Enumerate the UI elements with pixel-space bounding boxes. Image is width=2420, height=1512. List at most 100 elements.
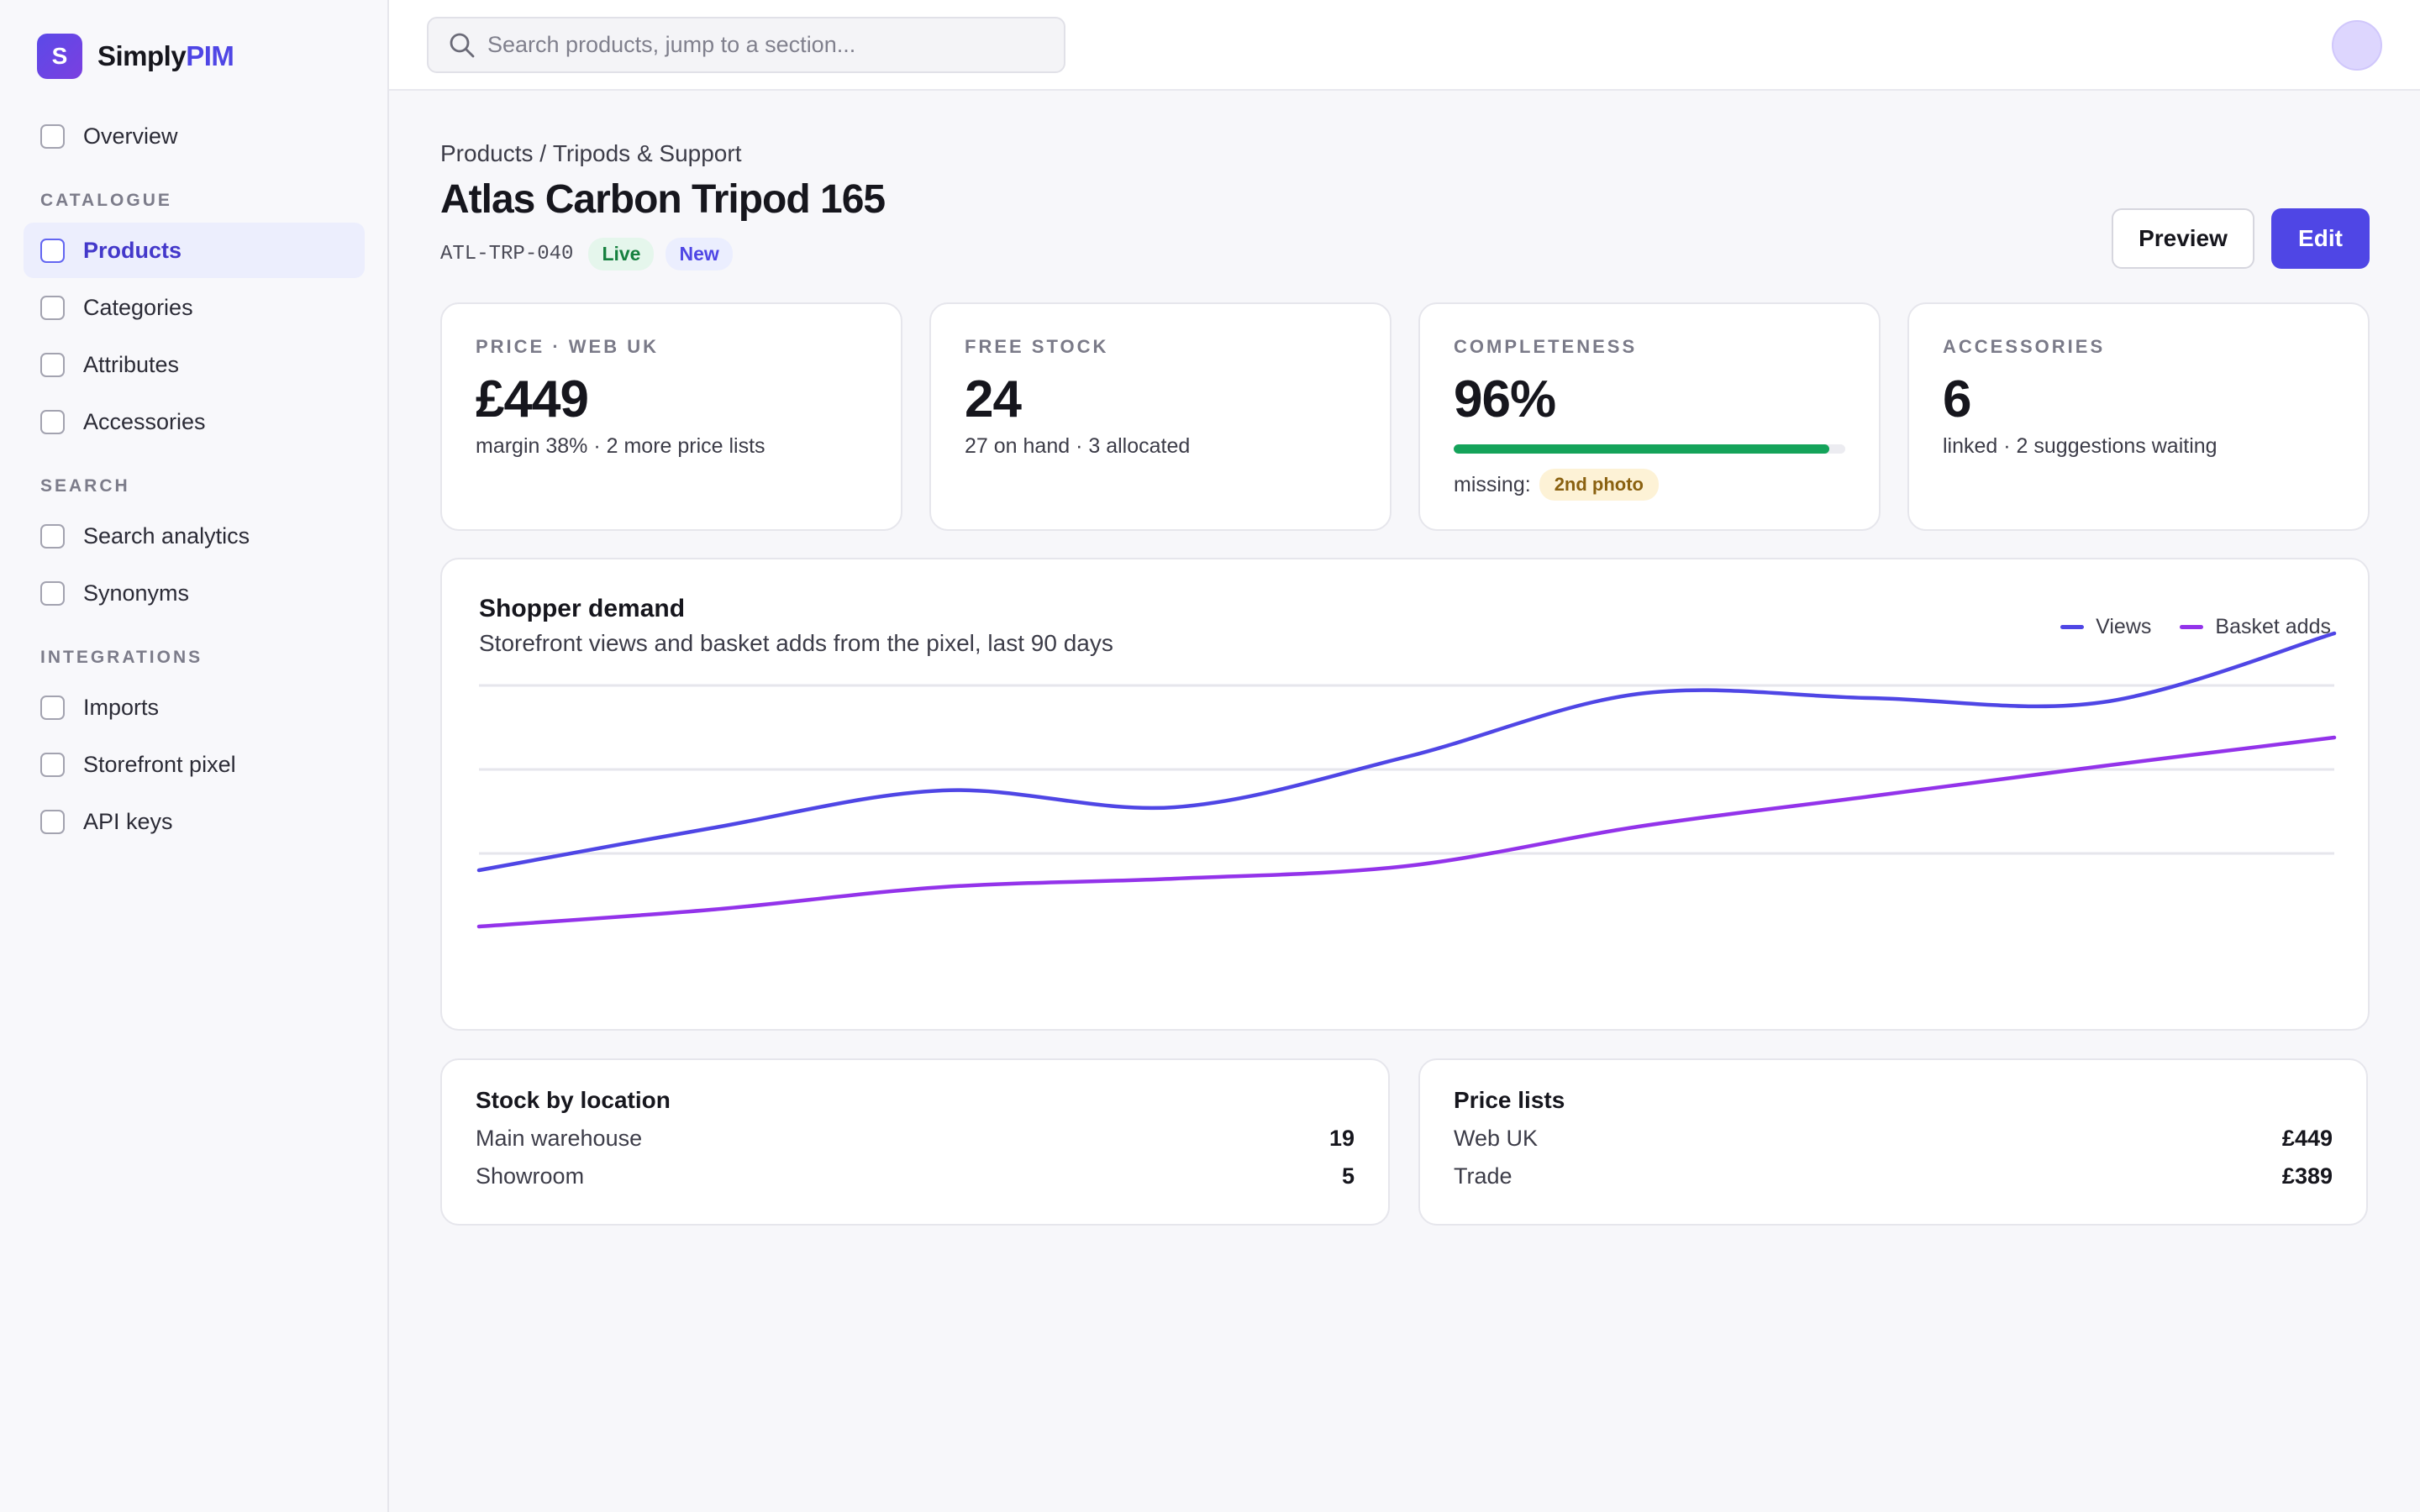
stat-label: ACCESSORIES bbox=[1943, 336, 2106, 357]
brand-name-plain: Simply bbox=[97, 40, 187, 71]
shopper-demand-card: Shopper demand Storefront views and bask… bbox=[440, 558, 2370, 1031]
sidebar-item-accessories[interactable]: Accessories bbox=[24, 394, 365, 449]
stat-label: COMPLETENESS bbox=[1454, 336, 1638, 357]
sidebar-item-storefront-pixel[interactable]: Storefront pixel bbox=[24, 737, 365, 792]
brand-logo-icon: S bbox=[37, 34, 82, 79]
sidebar-item-label: Attributes bbox=[83, 351, 180, 377]
stat-label: FREE STOCK bbox=[965, 336, 1109, 357]
stat-subtext: linked · 2 suggestions waiting bbox=[1943, 434, 2217, 458]
breadcrumb-products-link[interactable]: Products bbox=[440, 140, 534, 166]
search-input[interactable] bbox=[487, 32, 1042, 58]
sidebar: S SimplyPIM Overview CATALOGUE Products … bbox=[0, 0, 389, 1512]
product-meta: ATL-TRP-040 Live New bbox=[440, 238, 744, 270]
shopper-demand-chart bbox=[476, 631, 2337, 929]
accessories-icon bbox=[40, 409, 65, 434]
sidebar-item-products[interactable]: Products bbox=[24, 223, 365, 278]
stat-label: PRICE · WEB UK bbox=[476, 336, 659, 357]
location-value: 5 bbox=[1341, 1163, 1355, 1189]
stat-card-free-stock: FREE STOCK 24 27 on hand · 3 allocated bbox=[929, 302, 1392, 531]
breadcrumb: Products / Tripods & Support bbox=[440, 140, 741, 167]
edit-button[interactable]: Edit bbox=[2271, 208, 2370, 269]
sidebar-item-label: Search analytics bbox=[83, 522, 250, 549]
legend-item-views: Views bbox=[2060, 615, 2151, 639]
series-line-basket-adds bbox=[476, 735, 2337, 929]
api-keys-icon bbox=[40, 809, 65, 834]
preview-button[interactable]: Preview bbox=[2112, 208, 2254, 269]
search-analytics-icon bbox=[40, 523, 65, 549]
list-item: Trade £389 bbox=[1454, 1163, 2333, 1189]
sidebar-item-label: Accessories bbox=[83, 408, 206, 434]
missing-label: missing: bbox=[1454, 472, 1531, 496]
sidebar-item-label: API keys bbox=[83, 808, 173, 834]
price-list-label: Trade bbox=[1454, 1163, 1512, 1189]
sidebar-item-imports[interactable]: Imports bbox=[24, 680, 365, 735]
sidebar-section-catalogue: CATALOGUE bbox=[40, 191, 172, 210]
products-icon bbox=[40, 238, 65, 263]
completeness-progress-bar bbox=[1454, 444, 1845, 454]
location-label: Showroom bbox=[476, 1163, 585, 1189]
product-sku: ATL-TRP-040 bbox=[440, 243, 574, 265]
list-item: Showroom 5 bbox=[476, 1163, 1355, 1189]
stat-subtext: 27 on hand · 3 allocated bbox=[965, 434, 1191, 458]
sidebar-item-label: Imports bbox=[83, 694, 160, 720]
stat-card-completeness: COMPLETENESS 96% missing: 2nd photo bbox=[1418, 302, 1881, 531]
sidebar-section-integrations: INTEGRATIONS bbox=[40, 648, 203, 667]
stat-subtext: margin 38% · 2 more price lists bbox=[476, 434, 765, 458]
overview-icon bbox=[40, 123, 65, 149]
stat-value: £449 bbox=[476, 370, 589, 428]
chart-subtitle: Storefront views and basket adds from th… bbox=[479, 630, 1113, 656]
sidebar-item-label: Overview bbox=[83, 123, 178, 149]
missing-row: missing: 2nd photo bbox=[1454, 469, 1879, 501]
breadcrumb-separator: / bbox=[539, 140, 547, 166]
price-lists-card: Price lists Web UK £449 Trade £389 bbox=[1418, 1058, 2368, 1226]
stat-value: 24 bbox=[965, 370, 1022, 428]
sidebar-item-label: Synonyms bbox=[83, 580, 190, 606]
series-line-views bbox=[476, 631, 2337, 873]
chart-legend: Views Basket adds bbox=[2032, 615, 2331, 639]
page-title: Atlas Carbon Tripod 165 bbox=[440, 177, 886, 222]
price-list-value: £449 bbox=[2281, 1126, 2333, 1151]
stock-by-location-card: Stock by location Main warehouse 19 Showr… bbox=[440, 1058, 1390, 1226]
legend-label: Views bbox=[2096, 615, 2152, 638]
legend-swatch-basket-adds bbox=[2180, 625, 2204, 629]
location-label: Main warehouse bbox=[476, 1126, 643, 1151]
sidebar-item-search-analytics[interactable]: Search analytics bbox=[24, 508, 365, 564]
categories-icon bbox=[40, 295, 65, 320]
price-list-label: Web UK bbox=[1454, 1126, 1539, 1151]
sidebar-item-synonyms[interactable]: Synonyms bbox=[24, 565, 365, 621]
sidebar-section-search: SEARCH bbox=[40, 476, 130, 496]
brand[interactable]: S SimplyPIM bbox=[37, 34, 234, 79]
stat-value: 6 bbox=[1943, 370, 1971, 428]
legend-label: Basket adds bbox=[2215, 615, 2331, 638]
price-list-value: £389 bbox=[2281, 1163, 2333, 1189]
search-icon bbox=[450, 33, 475, 57]
status-badge-new: New bbox=[666, 238, 733, 270]
card-title: Stock by location bbox=[476, 1087, 671, 1113]
sidebar-item-label: Products bbox=[83, 237, 182, 263]
sidebar-item-api-keys[interactable]: API keys bbox=[24, 794, 365, 849]
sidebar-item-label: Storefront pixel bbox=[83, 751, 236, 777]
top-bar bbox=[389, 0, 2420, 91]
sidebar-item-label: Categories bbox=[83, 294, 193, 320]
sidebar-item-overview[interactable]: Overview bbox=[24, 108, 365, 164]
imports-icon bbox=[40, 695, 65, 720]
completeness-progress-fill bbox=[1454, 444, 1830, 454]
search-box[interactable] bbox=[427, 17, 1065, 73]
sidebar-item-categories[interactable]: Categories bbox=[24, 280, 365, 335]
brand-name: SimplyPIM bbox=[97, 40, 234, 72]
stat-card-accessories: ACCESSORIES 6 linked · 2 suggestions wai… bbox=[1907, 302, 2370, 531]
attributes-icon bbox=[40, 352, 65, 377]
missing-chip[interactable]: 2nd photo bbox=[1539, 469, 1659, 501]
brand-name-accent: PIM bbox=[186, 40, 234, 71]
status-badge-live: Live bbox=[588, 238, 655, 270]
storefront-pixel-icon bbox=[40, 752, 65, 777]
breadcrumb-current[interactable]: Tripods & Support bbox=[552, 140, 742, 166]
stat-value: 96% bbox=[1454, 370, 1556, 428]
legend-swatch-views bbox=[2060, 625, 2085, 629]
sidebar-item-attributes[interactable]: Attributes bbox=[24, 337, 365, 392]
stat-card-price: PRICE · WEB UK £449 margin 38% · 2 more … bbox=[440, 302, 902, 531]
legend-item-basket-adds: Basket adds bbox=[2180, 615, 2331, 639]
list-item: Main warehouse 19 bbox=[476, 1126, 1355, 1152]
chart-title: Shopper demand bbox=[479, 595, 686, 622]
avatar[interactable] bbox=[2332, 20, 2382, 71]
